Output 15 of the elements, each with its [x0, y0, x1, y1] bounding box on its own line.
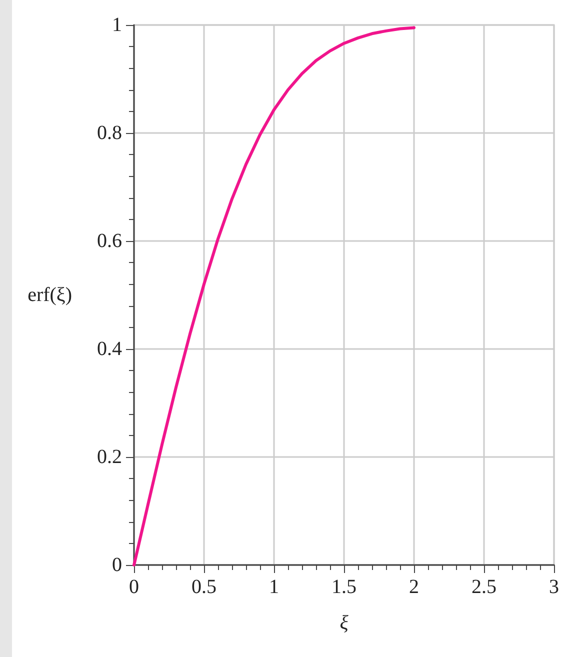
x-tick-label: 1.5	[332, 576, 356, 598]
y-tick-label: 0	[112, 554, 122, 576]
x-tick-label: 1	[269, 576, 279, 598]
x-axis-title: ξ	[340, 612, 349, 634]
x-tick-label: 3	[549, 576, 559, 598]
x-tick-label: 2.5	[472, 576, 496, 598]
x-tick-label: 2	[409, 576, 419, 598]
x-tick-label: 0.5	[192, 576, 216, 598]
y-tick-label: 0.6	[97, 230, 122, 252]
y-tick-label: 0.4	[97, 338, 122, 360]
y-tick-label: 0.8	[97, 122, 122, 144]
y-axis-title: erf(ξ)	[28, 284, 72, 306]
x-tick-label: 0	[129, 576, 139, 598]
y-tick-label: 1	[112, 14, 122, 36]
y-tick-label: 0.2	[97, 446, 122, 468]
